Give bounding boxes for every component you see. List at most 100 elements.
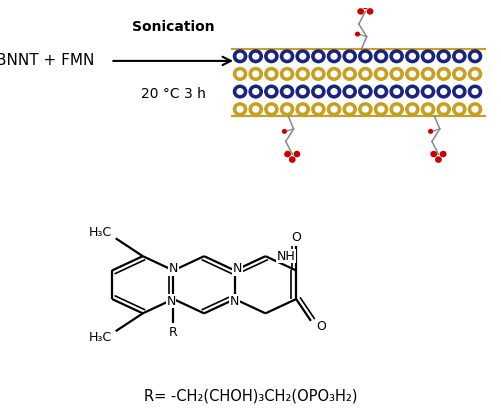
Circle shape <box>252 88 259 95</box>
Circle shape <box>345 88 353 95</box>
Circle shape <box>345 106 353 113</box>
Circle shape <box>357 49 372 63</box>
Circle shape <box>236 106 243 113</box>
Circle shape <box>345 71 353 77</box>
Circle shape <box>248 102 263 116</box>
Text: N: N <box>229 294 239 307</box>
Circle shape <box>435 102 450 116</box>
Circle shape <box>423 88 431 95</box>
Circle shape <box>420 67 434 81</box>
Circle shape <box>279 102 294 116</box>
Circle shape <box>366 8 373 15</box>
Text: N: N <box>166 294 175 307</box>
Circle shape <box>429 151 436 158</box>
Circle shape <box>326 49 341 63</box>
Text: N: N <box>168 262 178 275</box>
Text: R: R <box>169 326 177 339</box>
Circle shape <box>314 106 321 113</box>
Text: O: O <box>315 320 325 333</box>
Circle shape <box>264 84 278 99</box>
Circle shape <box>330 53 337 60</box>
Circle shape <box>455 106 462 113</box>
Circle shape <box>435 84 450 99</box>
Text: O: O <box>291 231 301 244</box>
Circle shape <box>439 151 446 158</box>
Circle shape <box>423 71 431 77</box>
Circle shape <box>299 106 306 113</box>
Circle shape <box>439 106 446 113</box>
Circle shape <box>392 106 399 113</box>
Text: NH: NH <box>276 249 295 262</box>
Circle shape <box>232 67 247 81</box>
Circle shape <box>354 32 359 37</box>
Circle shape <box>330 88 337 95</box>
Circle shape <box>264 49 278 63</box>
Circle shape <box>404 49 419 63</box>
Circle shape <box>377 88 384 95</box>
Circle shape <box>293 151 300 158</box>
Circle shape <box>404 84 419 99</box>
Circle shape <box>295 67 310 81</box>
Circle shape <box>357 67 372 81</box>
Circle shape <box>470 106 477 113</box>
Circle shape <box>283 71 290 77</box>
Circle shape <box>467 49 481 63</box>
Circle shape <box>267 88 275 95</box>
Circle shape <box>264 102 278 116</box>
Circle shape <box>389 84 403 99</box>
Circle shape <box>470 71 477 77</box>
Circle shape <box>232 84 247 99</box>
Circle shape <box>299 71 306 77</box>
Text: BNNT + FMN: BNNT + FMN <box>0 53 94 68</box>
Circle shape <box>342 102 356 116</box>
Circle shape <box>404 102 419 116</box>
Circle shape <box>404 67 419 81</box>
Circle shape <box>283 106 290 113</box>
Circle shape <box>423 106 431 113</box>
Circle shape <box>357 102 372 116</box>
Circle shape <box>408 53 415 60</box>
Circle shape <box>345 53 353 60</box>
Circle shape <box>264 67 278 81</box>
Circle shape <box>232 49 247 63</box>
Circle shape <box>455 53 462 60</box>
Circle shape <box>267 71 275 77</box>
Circle shape <box>252 53 259 60</box>
Circle shape <box>420 84 434 99</box>
Circle shape <box>248 49 263 63</box>
Text: N: N <box>232 262 241 275</box>
Circle shape <box>252 106 259 113</box>
Circle shape <box>451 102 466 116</box>
Circle shape <box>279 67 294 81</box>
Circle shape <box>377 106 384 113</box>
Circle shape <box>236 53 243 60</box>
Text: H₃C: H₃C <box>88 331 111 344</box>
Circle shape <box>357 84 372 99</box>
Circle shape <box>408 88 415 95</box>
Circle shape <box>423 53 431 60</box>
Circle shape <box>470 88 477 95</box>
Circle shape <box>361 88 368 95</box>
Circle shape <box>392 71 399 77</box>
Circle shape <box>311 49 325 63</box>
Circle shape <box>248 67 263 81</box>
Circle shape <box>279 49 294 63</box>
Circle shape <box>314 88 321 95</box>
Circle shape <box>299 53 306 60</box>
Circle shape <box>455 71 462 77</box>
Circle shape <box>283 53 290 60</box>
Circle shape <box>467 84 481 99</box>
Circle shape <box>295 49 310 63</box>
Text: Sonication: Sonication <box>132 20 214 34</box>
Circle shape <box>467 67 481 81</box>
Circle shape <box>330 106 337 113</box>
Circle shape <box>330 71 337 77</box>
Circle shape <box>373 67 388 81</box>
Circle shape <box>279 84 294 99</box>
Circle shape <box>389 102 403 116</box>
Circle shape <box>470 53 477 60</box>
Circle shape <box>361 53 368 60</box>
Circle shape <box>377 71 384 77</box>
Circle shape <box>311 67 325 81</box>
Circle shape <box>451 49 466 63</box>
